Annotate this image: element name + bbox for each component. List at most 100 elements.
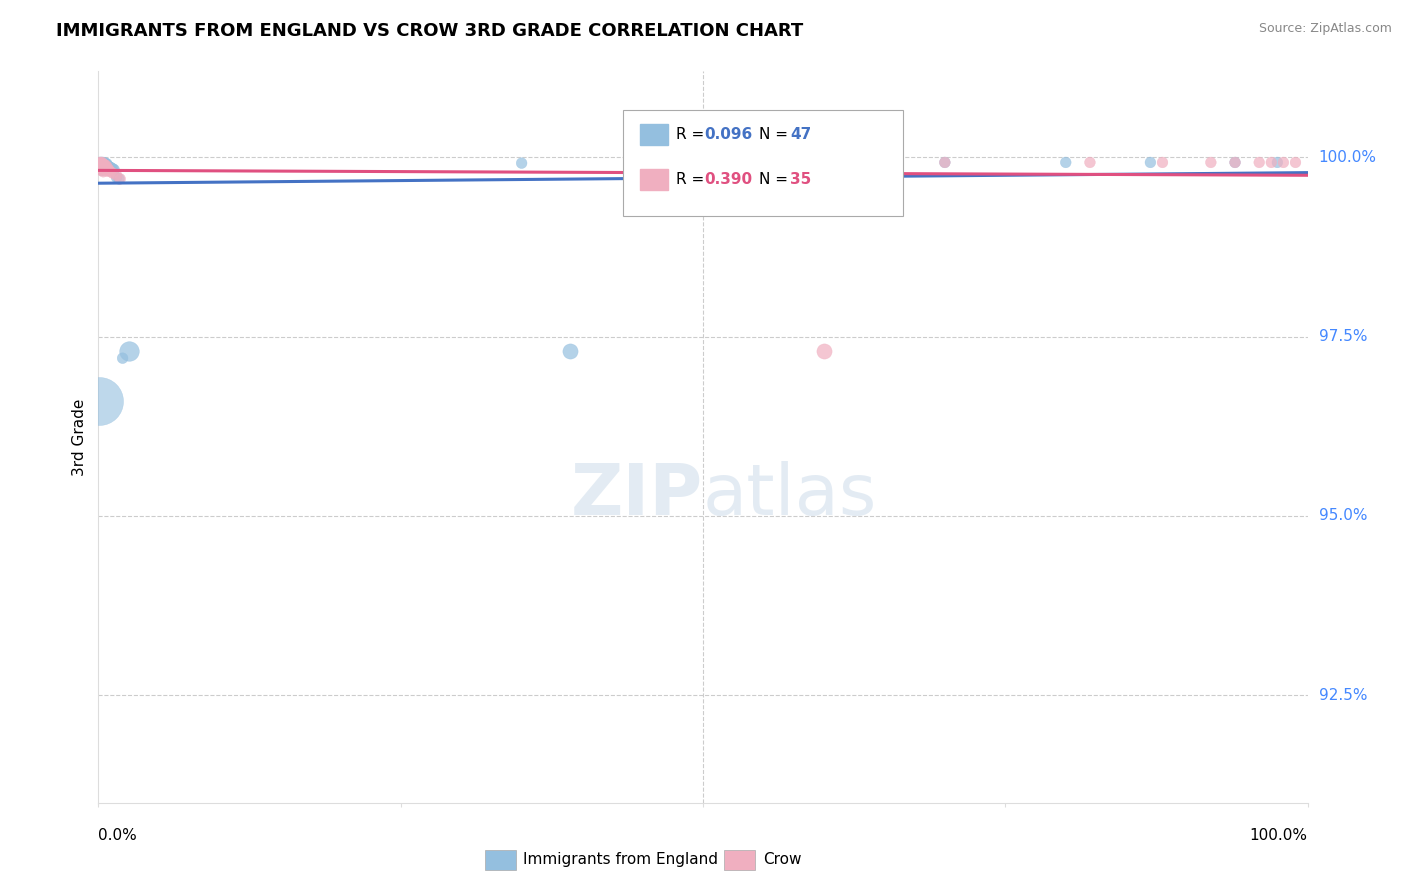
Point — [91, 158, 114, 172]
Point — [93, 158, 115, 172]
Point — [96, 160, 118, 174]
Point — [91, 158, 114, 172]
Point — [89, 158, 111, 172]
Text: ZIP: ZIP — [571, 461, 703, 530]
Point — [934, 155, 956, 169]
Point — [558, 344, 581, 359]
Point — [89, 155, 111, 169]
Point — [96, 157, 118, 171]
Point — [105, 170, 128, 185]
Point — [1249, 155, 1271, 169]
Point — [93, 161, 115, 176]
Text: IMMIGRANTS FROM ENGLAND VS CROW 3RD GRADE CORRELATION CHART: IMMIGRANTS FROM ENGLAND VS CROW 3RD GRAD… — [56, 22, 803, 40]
Point — [94, 158, 117, 172]
Point — [94, 158, 117, 172]
Point — [105, 169, 128, 183]
Text: Source: ZipAtlas.com: Source: ZipAtlas.com — [1258, 22, 1392, 36]
Point — [90, 155, 112, 169]
Point — [87, 394, 110, 409]
Text: R =: R = — [676, 172, 710, 186]
Point — [96, 164, 118, 178]
Point — [91, 155, 114, 169]
Point — [100, 165, 122, 179]
Point — [101, 161, 124, 176]
Point — [94, 160, 117, 174]
Point — [934, 155, 956, 169]
Point — [91, 161, 114, 175]
Point — [96, 161, 118, 175]
Text: 35: 35 — [790, 172, 811, 186]
Point — [90, 158, 112, 172]
Point — [90, 157, 112, 171]
Point — [813, 344, 835, 359]
Text: 92.5%: 92.5% — [1319, 688, 1367, 703]
Point — [89, 161, 111, 175]
Point — [103, 162, 125, 177]
Text: 100.0%: 100.0% — [1250, 828, 1308, 843]
Point — [91, 155, 114, 169]
Point — [1260, 155, 1282, 169]
Text: 97.5%: 97.5% — [1319, 329, 1367, 344]
Point — [91, 161, 114, 176]
Text: 0.390: 0.390 — [704, 172, 752, 186]
Point — [98, 160, 121, 174]
Point — [93, 158, 115, 172]
Point — [90, 161, 112, 176]
Point — [91, 157, 114, 171]
Text: N =: N = — [759, 128, 793, 142]
Point — [89, 155, 111, 169]
Text: Immigrants from England: Immigrants from England — [523, 853, 718, 867]
Point — [111, 351, 134, 366]
Text: R =: R = — [676, 128, 710, 142]
Text: Crow: Crow — [763, 853, 801, 867]
Point — [1054, 155, 1077, 169]
Point — [90, 163, 112, 178]
Text: 0.096: 0.096 — [704, 128, 752, 142]
Point — [97, 159, 120, 173]
Point — [93, 161, 115, 176]
Text: 95.0%: 95.0% — [1319, 508, 1367, 524]
Point — [91, 159, 114, 173]
Point — [93, 159, 115, 173]
Point — [1199, 155, 1222, 169]
Y-axis label: 3rd Grade: 3rd Grade — [72, 399, 87, 475]
Point — [91, 157, 114, 171]
Text: 100.0%: 100.0% — [1319, 150, 1376, 165]
Point — [101, 166, 124, 180]
Point — [100, 161, 122, 176]
Point — [89, 158, 111, 172]
Point — [90, 160, 112, 174]
Point — [1078, 155, 1101, 169]
Point — [97, 161, 120, 176]
Point — [1139, 155, 1161, 169]
Point — [108, 172, 131, 186]
Point — [692, 155, 714, 169]
Point — [1265, 155, 1288, 169]
Point — [91, 162, 114, 177]
Point — [90, 161, 112, 175]
Point — [90, 155, 112, 169]
Point — [91, 160, 114, 174]
Point — [692, 155, 714, 169]
Point — [510, 156, 533, 170]
Point — [813, 155, 835, 169]
Text: atlas: atlas — [703, 461, 877, 530]
Point — [1152, 155, 1174, 169]
Point — [1284, 155, 1306, 169]
Point — [94, 156, 117, 170]
Point — [89, 159, 111, 173]
Point — [91, 163, 114, 178]
Point — [108, 172, 131, 186]
Point — [91, 159, 114, 173]
Point — [1223, 155, 1246, 169]
Point — [96, 158, 118, 172]
Point — [93, 156, 115, 170]
Text: 47: 47 — [790, 128, 811, 142]
Point — [91, 165, 114, 179]
Point — [1272, 155, 1295, 169]
Point — [94, 162, 117, 177]
Point — [1223, 155, 1246, 169]
Point — [91, 161, 114, 176]
Text: 0.0%: 0.0% — [98, 828, 138, 843]
Point — [98, 163, 121, 178]
